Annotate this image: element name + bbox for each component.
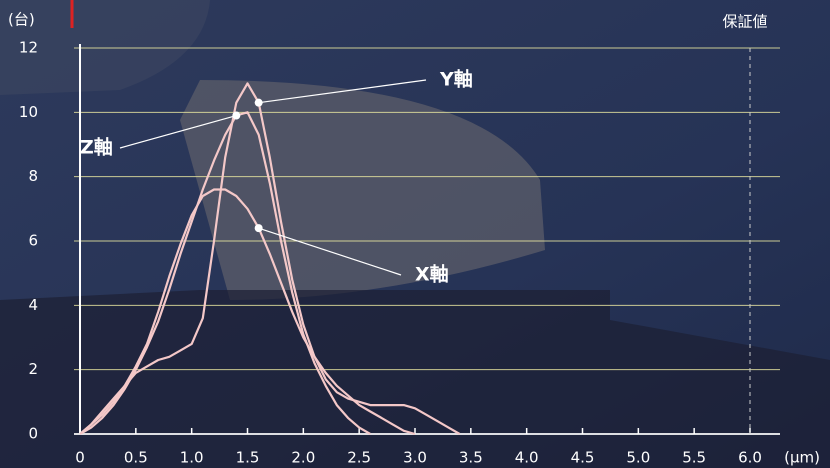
guarantee-label: 保証値	[722, 13, 767, 31]
annotation: Z軸	[80, 136, 113, 159]
y-axis-label: (台)	[8, 11, 35, 29]
x-tick-label: 4.5	[571, 449, 595, 467]
annotation-dot	[232, 112, 240, 120]
y-tick-label: 12	[19, 39, 38, 57]
x-tick-label: 0.5	[124, 449, 148, 467]
y-tick-label: 2	[28, 360, 38, 378]
x-tick-label: 4.0	[515, 449, 539, 467]
x-tick-label: 5.5	[682, 449, 706, 467]
x-tick-label: 3.5	[459, 449, 483, 467]
x-tick-label: 0	[75, 449, 85, 467]
y-tick-label: 10	[19, 103, 38, 121]
annotation: X軸	[415, 263, 449, 286]
chart: (台) (μm) 0 2 4 6 8 10 12 0 0.5 1.0 1.5 2.0 2.5 3.0 3.5…	[0, 0, 830, 468]
x-tick-label: 3.0	[403, 449, 427, 467]
y-tick-label: 0	[28, 425, 38, 443]
y-tick-label: 8	[28, 167, 38, 185]
x-tick-label: 6.0	[738, 449, 762, 467]
annotation-dot	[255, 224, 263, 232]
y-tick-label: 6	[28, 232, 38, 250]
annotation-dot	[255, 99, 263, 107]
y-tick-label: 4	[28, 296, 38, 314]
x-axis-label: (μm)	[784, 449, 820, 467]
x-tick-label: 5.0	[626, 449, 650, 467]
x-tick-label: 2.0	[291, 449, 315, 467]
annotation: Y軸	[439, 68, 473, 91]
x-tick-label: 1.0	[180, 449, 204, 467]
x-tick-label: 1.5	[236, 449, 260, 467]
x-tick-label: 2.5	[347, 449, 371, 467]
